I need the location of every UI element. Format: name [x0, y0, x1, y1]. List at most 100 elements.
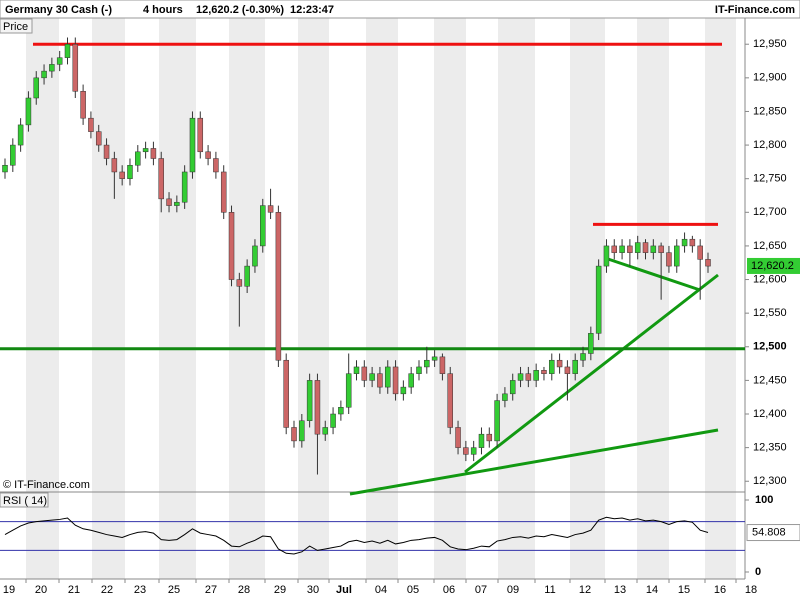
candle-body	[181, 171, 188, 203]
y-tick-label: 12,400	[753, 408, 787, 420]
candle-body	[275, 212, 282, 361]
x-tick-label: 05	[407, 584, 419, 596]
day-band	[159, 18, 196, 579]
candle-body	[681, 238, 688, 247]
candle-body	[408, 373, 414, 388]
candle-body	[666, 252, 672, 267]
candle-body	[306, 380, 313, 421]
candle-body	[252, 245, 258, 267]
candle-body	[41, 70, 47, 79]
candle-body	[478, 433, 485, 448]
candle-body	[588, 333, 594, 354]
candle-body	[189, 117, 196, 173]
x-tick-label: 13	[614, 584, 626, 596]
quote: 12,620.2 (-0.30%)	[196, 4, 284, 16]
panel-label-box	[0, 18, 33, 34]
candle-body	[2, 164, 8, 173]
y-tick-label: 12,300	[753, 475, 787, 487]
candle-body	[509, 380, 516, 395]
candle-body	[541, 370, 547, 374]
candle-body	[416, 366, 422, 374]
candle-body	[424, 359, 430, 368]
candle-body	[361, 366, 368, 381]
y-tick-label: 12,850	[753, 105, 787, 117]
y-tick-label: 12,700	[753, 206, 787, 218]
trendline	[349, 428, 719, 496]
timeframe: 4 hours	[143, 4, 183, 16]
candle-body	[56, 57, 63, 65]
candle-body	[220, 171, 227, 213]
candle-body	[705, 259, 711, 267]
candle-body	[135, 151, 141, 166]
candle-body	[455, 427, 461, 448]
candle-body	[650, 245, 657, 253]
clock: 12:23:47	[290, 4, 334, 16]
y-tick-label: 12,500	[753, 341, 787, 353]
x-tick-label: 09	[507, 584, 519, 596]
trendline	[604, 256, 701, 292]
candle-body	[119, 171, 125, 179]
x-tick-label: 11	[544, 584, 555, 596]
y-tick-label: 12,950	[753, 38, 787, 50]
candle-body	[322, 427, 329, 435]
y-tick-label: 12,650	[753, 240, 787, 252]
candle-body	[267, 205, 274, 213]
day-band	[229, 18, 265, 579]
x-tick-label: 18	[745, 584, 757, 596]
candle-body	[95, 131, 102, 146]
candle-body	[486, 433, 493, 442]
candle-body	[580, 353, 586, 361]
candle-body	[634, 242, 641, 253]
day-band	[637, 18, 669, 579]
candle-body	[431, 356, 438, 361]
x-tick-label: 30	[307, 584, 319, 596]
rsi-tick-label: 100	[755, 494, 773, 506]
candle-body	[10, 144, 16, 166]
candle-body	[658, 245, 664, 253]
candle-body	[25, 97, 32, 126]
candle-body	[158, 158, 164, 200]
y-tick-label: 12,750	[753, 173, 787, 185]
x-tick-label: 22	[101, 584, 113, 596]
candle-body	[517, 373, 524, 381]
candle-body	[611, 245, 618, 253]
rsi-label-box	[0, 492, 49, 508]
candle-body	[17, 124, 24, 146]
candle-body	[549, 359, 555, 374]
candle-body	[330, 413, 336, 428]
candle-body	[369, 373, 375, 381]
x-tick-label: 20	[35, 584, 47, 596]
x-tick-label: 29	[274, 584, 286, 596]
x-tick-label: 25	[168, 584, 180, 596]
candle-body	[533, 370, 539, 381]
candle-body	[64, 43, 71, 58]
rsi-tick-label: 0	[755, 566, 761, 578]
candle-body	[502, 393, 508, 401]
candle-body	[603, 245, 610, 267]
candle-body	[439, 356, 446, 374]
candle-body	[33, 77, 39, 99]
candle-body	[353, 366, 360, 374]
candle-body	[463, 447, 469, 455]
x-tick-label: Jul	[336, 584, 352, 596]
candle-body	[564, 366, 571, 374]
candle-body	[150, 148, 157, 159]
candle-body	[111, 158, 118, 173]
candle-body	[392, 366, 399, 395]
brand: IT-Finance.com	[715, 4, 795, 16]
candle-body	[619, 245, 625, 253]
y-tick-label: 12,550	[753, 307, 787, 319]
day-band	[92, 18, 125, 579]
candle-body	[103, 144, 110, 159]
x-tick-label: 28	[238, 584, 250, 596]
candle-body	[345, 373, 352, 408]
x-tick-label: 15	[678, 584, 690, 596]
candle-body	[314, 380, 321, 435]
candle-body	[595, 265, 602, 334]
candle-body	[400, 386, 407, 395]
candle-body	[572, 359, 578, 374]
watermark: © IT-Finance.com	[3, 479, 90, 491]
candle-body	[525, 373, 532, 381]
candle-body	[260, 205, 266, 247]
